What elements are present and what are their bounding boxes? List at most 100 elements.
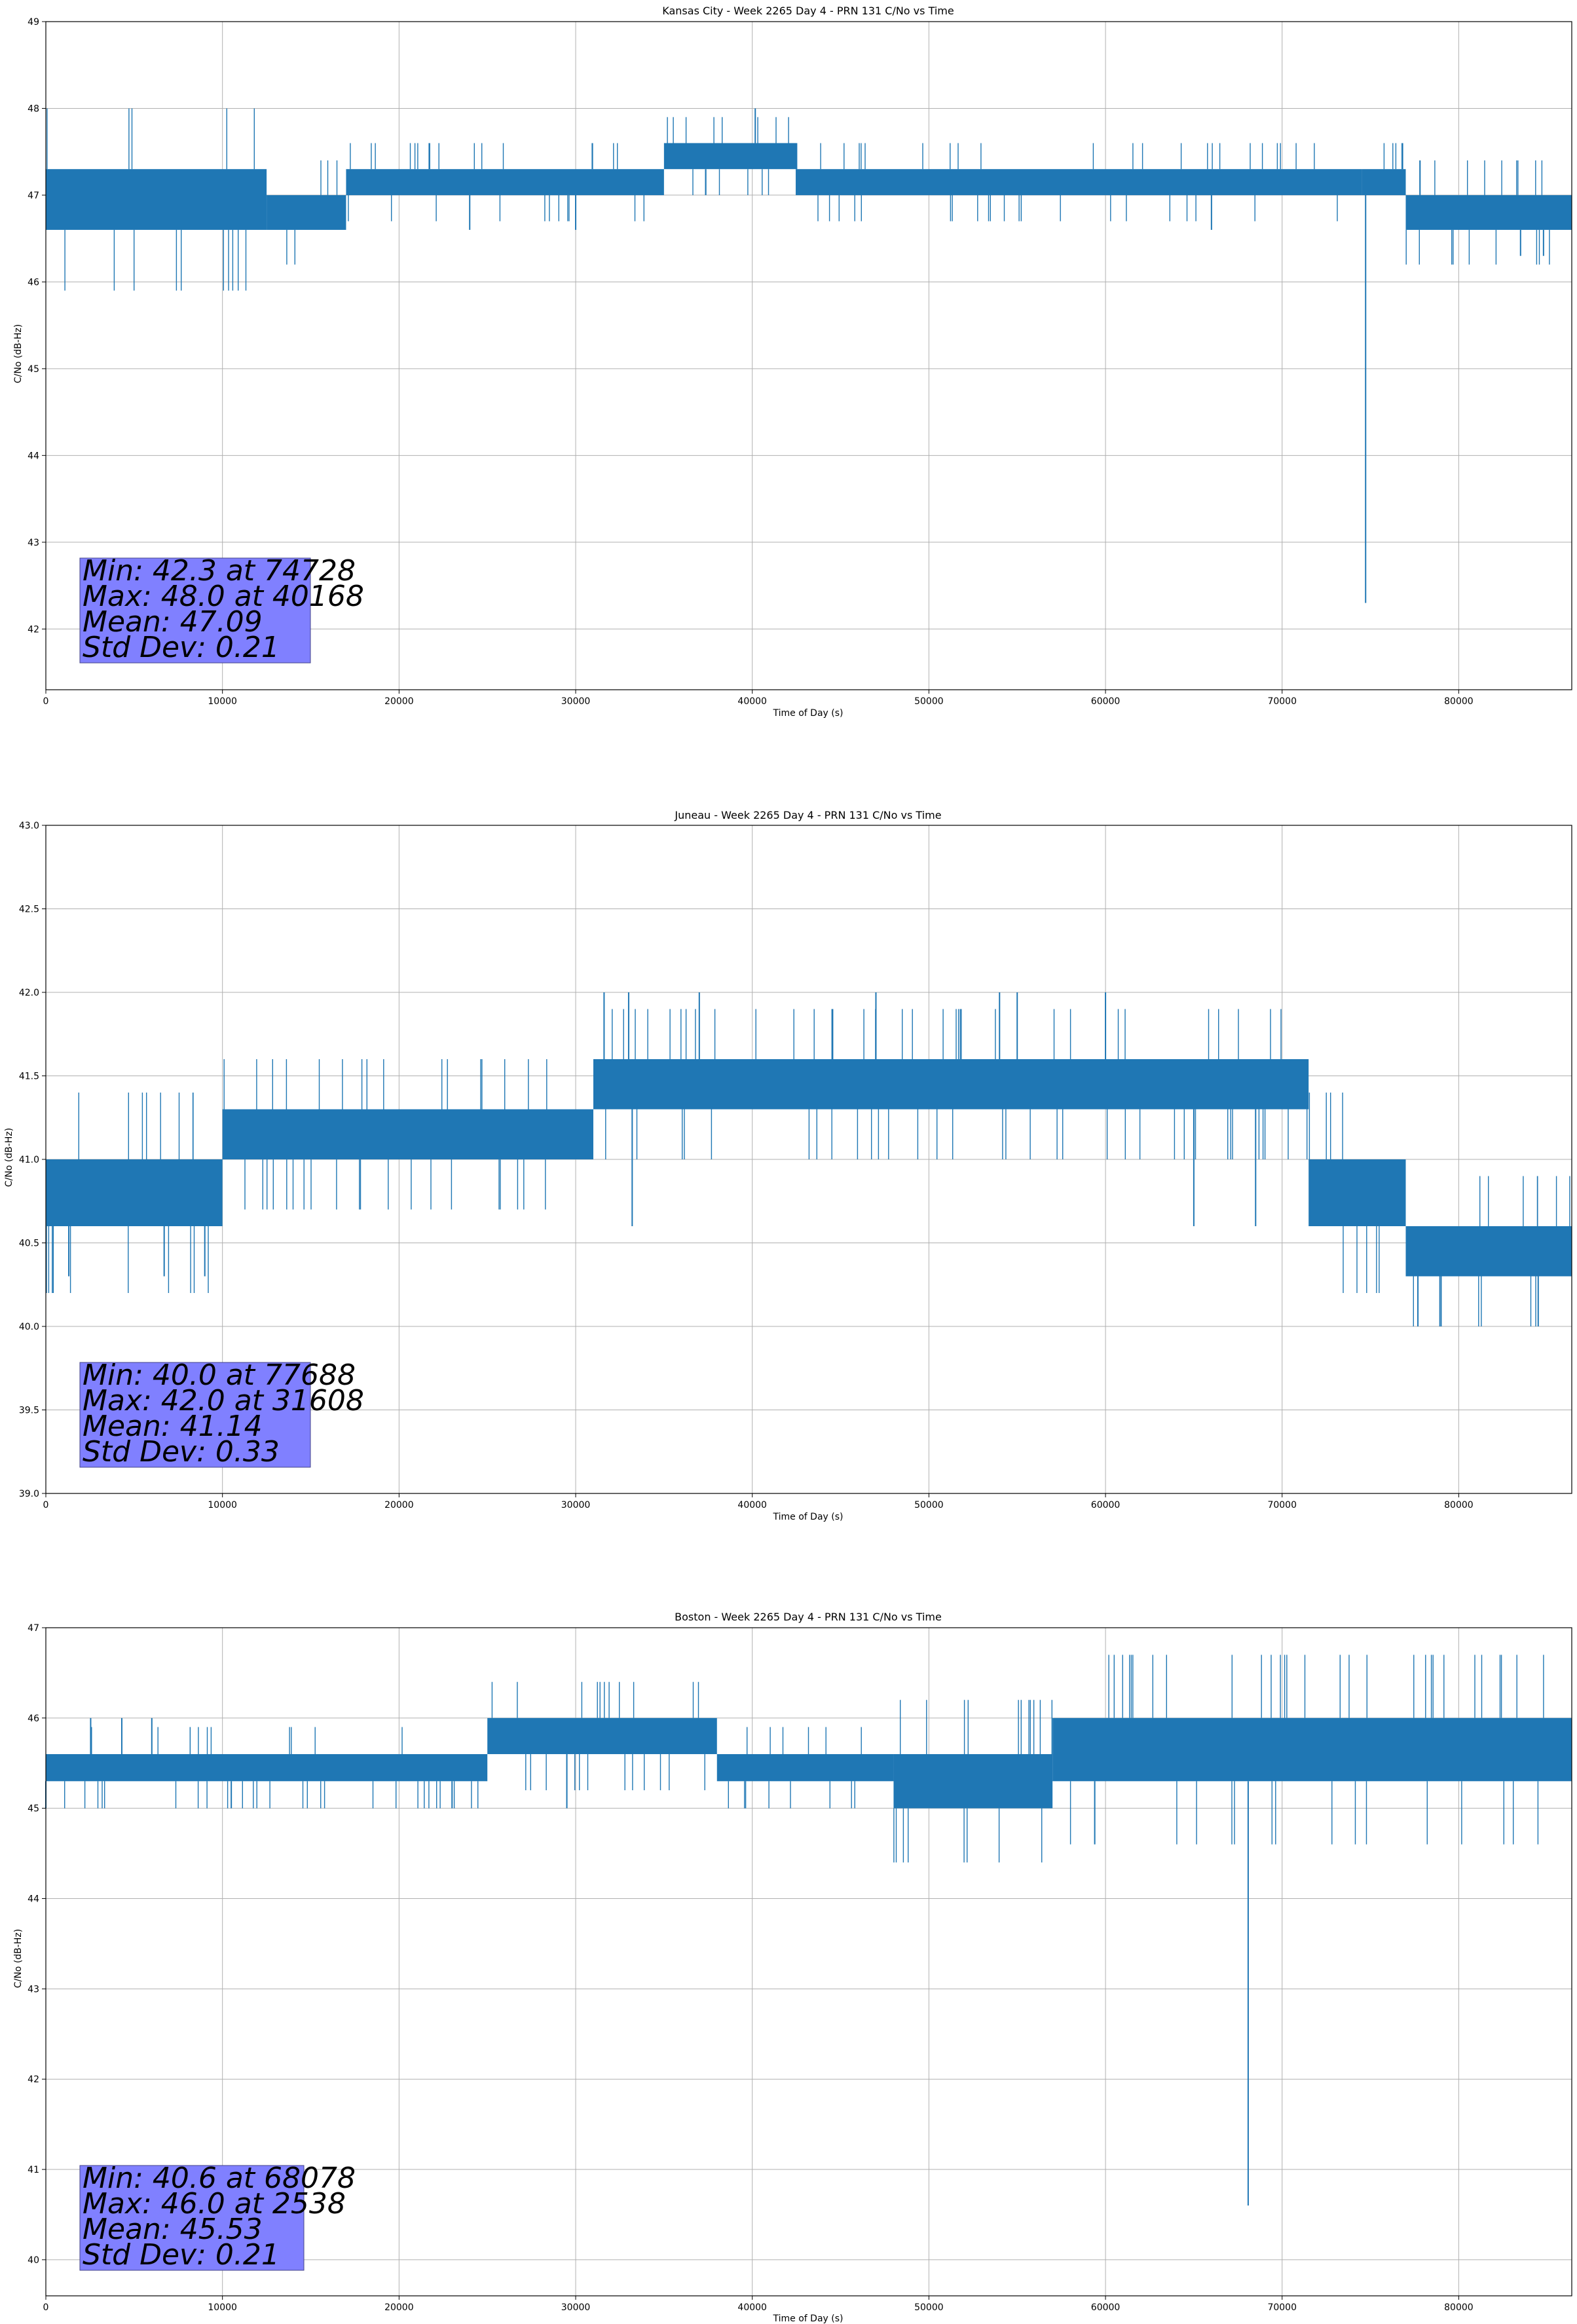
series-noise bbox=[46, 108, 255, 291]
series-noise bbox=[348, 143, 644, 221]
x-tick-label: 70000 bbox=[1267, 1500, 1297, 1510]
stats-box: Min: 42.3 at 74728 Max: 48.0 at 40168 Me… bbox=[79, 554, 364, 664]
series-band bbox=[267, 195, 346, 230]
y-tick-label: 47 bbox=[28, 1623, 39, 1634]
plot-frame bbox=[45, 1627, 1572, 2296]
series-noise bbox=[605, 1009, 1308, 1159]
x-tick-label: 20000 bbox=[384, 2302, 414, 2313]
x-tick-label: 0 bbox=[43, 1500, 49, 1510]
x-tick-label: 50000 bbox=[914, 1500, 944, 1510]
y-axis-label: C/No (dB-Hz) bbox=[4, 1128, 14, 1187]
series-noise bbox=[46, 1093, 209, 1293]
series-band bbox=[663, 143, 797, 170]
x-axis-label: Time of Day (s) bbox=[773, 1512, 844, 1522]
series-noise bbox=[223, 1059, 547, 1210]
data-series bbox=[45, 1655, 1572, 2206]
y-tick-label: 43 bbox=[28, 1984, 39, 1995]
ticks: 0 10000 20000 30000 40000 50000 60000 70000 8000… bbox=[28, 1623, 1474, 2313]
ticks: 0 10000 20000 30000 40000 50000 60000 70000 8000… bbox=[19, 821, 1474, 1510]
stats-box-background bbox=[79, 557, 311, 664]
chart-title: Kansas City - Week 2265 Day 4 - PRN 131 … bbox=[662, 5, 954, 17]
plot-frame bbox=[45, 21, 1572, 690]
y-tick-label: 47 bbox=[28, 191, 39, 201]
y-tick-label: 41.5 bbox=[19, 1072, 39, 1082]
stats-box: Min: 40.6 at 68078 Max: 46.0 at 2538 Mea… bbox=[79, 2162, 356, 2272]
y-axis-label: C/No (dB-Hz) bbox=[13, 324, 24, 383]
y-tick-label: 42.0 bbox=[19, 988, 39, 998]
y-tick-label: 45 bbox=[28, 1804, 39, 1814]
y-axis-label: C/No (dB-Hz) bbox=[13, 1929, 24, 1988]
x-tick-label: 80000 bbox=[1444, 696, 1474, 707]
chart-kansas-city: Kansas City - Week 2265 Day 4 - PRN 131 … bbox=[13, 5, 1572, 719]
series-noise bbox=[491, 1681, 705, 1791]
y-tick-label: 42 bbox=[28, 2074, 39, 2085]
series-noise bbox=[1405, 160, 1550, 265]
series-noise bbox=[286, 160, 338, 265]
stats-mean: Mean: 45.53 bbox=[83, 2213, 263, 2246]
ticks: 0 10000 20000 30000 40000 50000 60000 70000 8000… bbox=[28, 17, 1474, 707]
y-tick-label: 49 bbox=[28, 17, 39, 28]
x-axis-label: Time of Day (s) bbox=[773, 708, 844, 719]
stats-min: Min: 40.0 at 77688 bbox=[83, 1359, 356, 1392]
chart-juneau: Juneau - Week 2265 Day 4 - PRN 131 C/No … bbox=[4, 809, 1572, 1522]
series-band bbox=[1052, 1717, 1572, 1782]
y-tick-label: 40 bbox=[28, 2255, 39, 2266]
stats-max: Max: 48.0 at 40168 bbox=[83, 580, 364, 613]
y-tick-label: 44 bbox=[28, 451, 39, 461]
stats-box: Min: 40.0 at 77688 Max: 42.0 at 31608 Me… bbox=[79, 1359, 364, 1469]
series-noise bbox=[1413, 1176, 1570, 1326]
x-tick-label: 20000 bbox=[384, 696, 414, 707]
y-tick-label: 41.0 bbox=[19, 1155, 39, 1165]
data-series bbox=[46, 108, 1572, 603]
stats-max: Max: 42.0 at 31608 bbox=[83, 1384, 364, 1417]
series-band bbox=[222, 1109, 593, 1159]
x-tick-label: 60000 bbox=[1091, 696, 1121, 707]
y-tick-label: 42.5 bbox=[19, 905, 39, 915]
chart-boston: Boston - Week 2265 Day 4 - PRN 131 C/No … bbox=[13, 1611, 1572, 2324]
y-tick-label: 46 bbox=[28, 277, 39, 288]
stats-std-dev: Std Dev: 0.33 bbox=[83, 1435, 280, 1469]
series-band bbox=[716, 1753, 894, 1782]
x-tick-label: 10000 bbox=[208, 696, 237, 707]
series-band bbox=[46, 169, 267, 230]
y-tick-label: 40.5 bbox=[19, 1239, 39, 1249]
series-noise bbox=[1383, 143, 1403, 170]
stats-std-dev: Std Dev: 0.21 bbox=[83, 631, 280, 664]
y-tick-label: 42 bbox=[28, 624, 39, 635]
data-series bbox=[46, 992, 1572, 1326]
x-tick-label: 0 bbox=[43, 2302, 49, 2313]
y-tick-label: 39.5 bbox=[19, 1406, 39, 1416]
x-tick-label: 40000 bbox=[737, 696, 767, 707]
series-band bbox=[893, 1753, 1053, 1809]
series-band bbox=[1405, 1226, 1572, 1277]
series-band bbox=[346, 169, 664, 195]
x-tick-label: 30000 bbox=[561, 696, 591, 707]
x-tick-label: 30000 bbox=[561, 1500, 591, 1510]
x-axis-label: Time of Day (s) bbox=[773, 2314, 844, 2324]
x-tick-label: 70000 bbox=[1267, 696, 1297, 707]
x-tick-label: 0 bbox=[43, 696, 49, 707]
stats-mean: Mean: 47.09 bbox=[83, 605, 263, 639]
series-band bbox=[593, 1059, 1309, 1110]
x-tick-label: 40000 bbox=[737, 1500, 767, 1510]
y-tick-label: 43.0 bbox=[19, 821, 39, 831]
y-tick-label: 40.0 bbox=[19, 1322, 39, 1332]
stats-std-dev: Std Dev: 0.21 bbox=[83, 2238, 280, 2272]
series-band bbox=[487, 1717, 717, 1754]
x-tick-label: 80000 bbox=[1444, 2302, 1474, 2313]
chart-title: Boston - Week 2265 Day 4 - PRN 131 C/No … bbox=[675, 1611, 942, 1623]
series-noise bbox=[64, 1727, 479, 1809]
y-tick-label: 41 bbox=[28, 2165, 39, 2175]
x-tick-label: 50000 bbox=[914, 696, 944, 707]
series-noise bbox=[1308, 1093, 1380, 1293]
stats-box-background bbox=[79, 1362, 311, 1468]
series-band bbox=[1405, 195, 1572, 230]
y-tick-label: 44 bbox=[28, 1894, 39, 1905]
y-tick-label: 43 bbox=[28, 538, 39, 548]
y-tick-label: 48 bbox=[28, 103, 39, 114]
stats-mean: Mean: 41.14 bbox=[83, 1410, 263, 1443]
y-tick-label: 39.0 bbox=[19, 1489, 39, 1499]
series-noise bbox=[728, 1727, 862, 1809]
stats-max: Max: 46.0 at 2538 bbox=[83, 2187, 346, 2221]
